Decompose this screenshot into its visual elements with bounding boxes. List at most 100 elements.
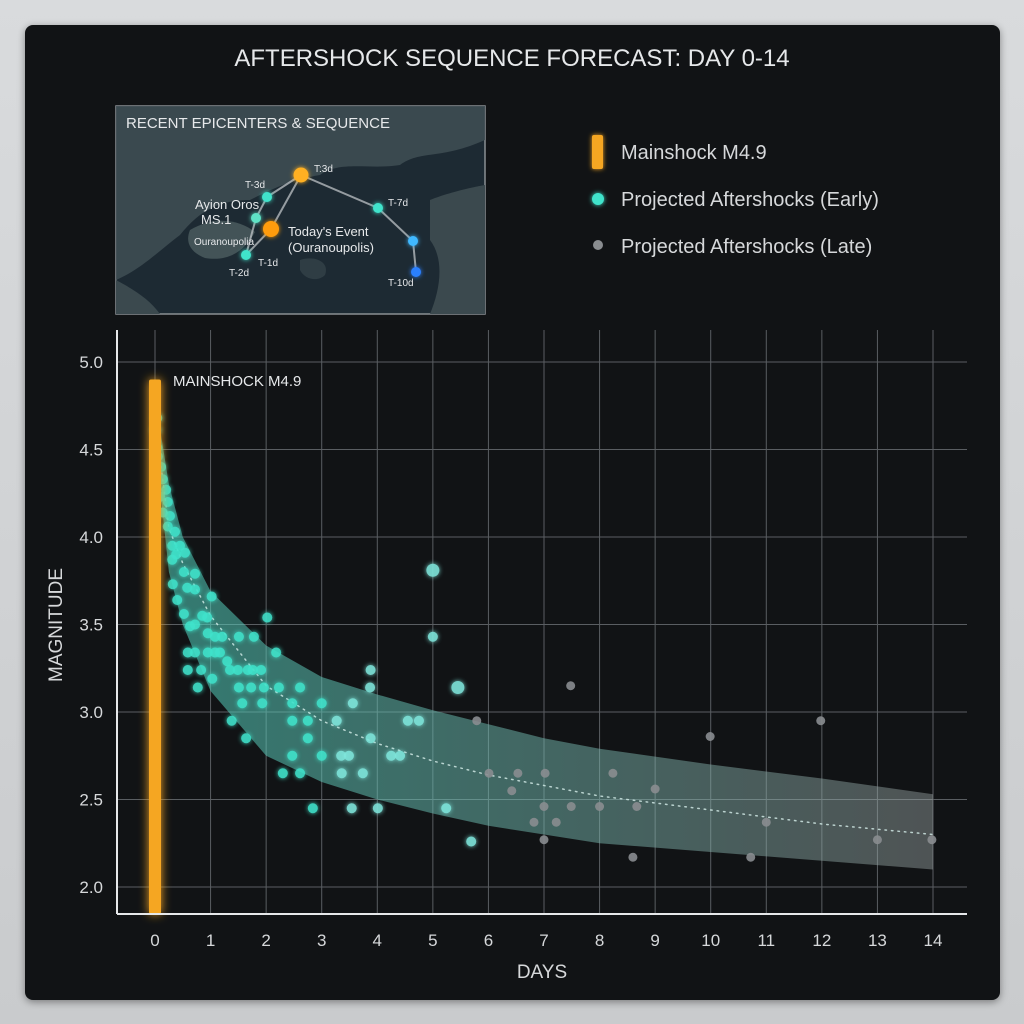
early-aftershock-point [257, 698, 268, 709]
late-aftershock-point [628, 852, 638, 862]
map-label: T-1d [258, 258, 278, 269]
early-aftershock-point [241, 733, 252, 744]
early-aftershock-point [237, 698, 248, 709]
early-aftershock-point [441, 803, 452, 814]
early-aftershock-point [167, 554, 178, 565]
early-aftershock-point [258, 682, 269, 693]
late-aftershock-point [595, 802, 605, 811]
early-aftershock-point [248, 631, 259, 642]
early-aftershock-point [262, 612, 273, 623]
early-aftershock-point [232, 665, 243, 675]
early-aftershock-point [167, 579, 178, 590]
early-aftershock-point [346, 803, 357, 814]
early-aftershock-point [336, 750, 347, 761]
late-aftershock-point [529, 817, 539, 827]
x-tick-label: 2 [261, 931, 270, 950]
forecast-band [157, 414, 934, 870]
epicenter-marker[interactable] [293, 167, 309, 183]
early-aftershock-point [307, 803, 318, 814]
mainshock [149, 379, 161, 914]
early-aftershock-point [170, 526, 181, 537]
epicenter-marker[interactable] [251, 213, 261, 223]
early-aftershock-point [161, 484, 172, 495]
early-aftershock-point [246, 682, 257, 693]
early-aftershock-point [402, 715, 413, 726]
chart-title: AFTERSHOCK SEQUENCE FORECAST: DAY 0-14 [234, 45, 789, 72]
early-aftershock-point [347, 698, 358, 709]
epicenter-marker[interactable] [262, 192, 272, 202]
map-label: Today's Event [288, 224, 369, 239]
early-aftershock-point [215, 647, 226, 658]
early-aftershock-point [190, 568, 201, 579]
map-label: T-2d [229, 268, 249, 279]
epicenter-marker[interactable] [241, 250, 251, 260]
map-label: Ouranoupolia [194, 237, 254, 248]
early-aftershock-point [466, 836, 477, 847]
x-tick-label: 4 [373, 931, 382, 950]
map-label: T-7d [388, 198, 408, 209]
y-tick-label: 3.5 [79, 616, 103, 635]
peninsula [188, 220, 255, 259]
mainshock-bar [149, 379, 161, 914]
land-east [430, 185, 485, 314]
early-aftershock-point [247, 665, 258, 675]
early-aftershock-point [178, 567, 189, 577]
map-label: MS.1 [201, 212, 231, 227]
late-aftershock-point [746, 852, 756, 862]
x-tick-label: 0 [150, 931, 159, 950]
early-aftershock-point [190, 584, 201, 595]
map-label: Ayion Oros [195, 197, 260, 212]
map-label: (Ouranoupolis) [288, 240, 374, 255]
late-aftershock-point [872, 835, 882, 845]
early-aftershock-point [295, 768, 306, 779]
early-aftershock-point [226, 715, 237, 726]
late-aftershock-point [761, 817, 771, 827]
late-aftershock-point [472, 716, 482, 726]
legend-swatch-early [592, 193, 604, 205]
legend-swatch-mainshock [592, 135, 603, 169]
late-aftershock-point [816, 716, 826, 726]
mainshock-label: MAINSHOCK M4.9 [173, 373, 301, 390]
x-tick-label: 13 [868, 931, 887, 950]
x-tick-label: 3 [317, 931, 326, 950]
early-aftershock-point [196, 665, 207, 675]
early-aftershock-point [233, 631, 244, 642]
x-axis-label: DAYS [517, 962, 567, 983]
early-aftershock-point [182, 647, 193, 658]
land-north [116, 106, 485, 280]
early-aftershock-point [190, 619, 201, 630]
late-aftershock-point [513, 768, 523, 778]
inset-map: RECENT EPICENTERS & SEQUENCE T:3d T-3d A… [115, 105, 486, 315]
early-aftershock-point [190, 647, 201, 658]
early-aftershock-point [225, 665, 236, 675]
late-aftershock-point [507, 786, 517, 796]
early-aftershock-point [336, 768, 347, 779]
todays-event-marker[interactable] [263, 221, 279, 237]
forecast-band-area [157, 414, 933, 870]
late-aftershock-point [650, 784, 660, 794]
data-points [151, 413, 937, 862]
x-tick-label: 8 [595, 931, 604, 950]
y-tick-label: 3.0 [79, 703, 103, 722]
early-aftershock-point [162, 497, 173, 507]
epicenter-marker[interactable] [408, 236, 418, 246]
early-aftershock-point [162, 521, 173, 532]
early-aftershock-point [202, 647, 213, 658]
epicenter-marker[interactable] [411, 267, 421, 277]
epicenter-marker[interactable] [373, 203, 383, 213]
y-tick-label: 2.0 [79, 878, 103, 897]
early-aftershock-point [180, 547, 191, 558]
early-aftershock-point [178, 609, 189, 619]
early-aftershock-point [426, 563, 440, 577]
early-aftershock-point [372, 803, 383, 814]
early-aftershock-point [207, 673, 218, 684]
late-aftershock-point [539, 835, 549, 845]
late-aftershock-point [566, 681, 576, 691]
early-aftershock-point [182, 582, 193, 593]
early-aftershock-point [206, 591, 217, 602]
inset-map-title: RECENT EPICENTERS & SEQUENCE [126, 115, 390, 132]
early-aftershock-point [331, 715, 342, 726]
early-aftershock-point [277, 768, 288, 779]
early-aftershock-point [167, 540, 178, 551]
